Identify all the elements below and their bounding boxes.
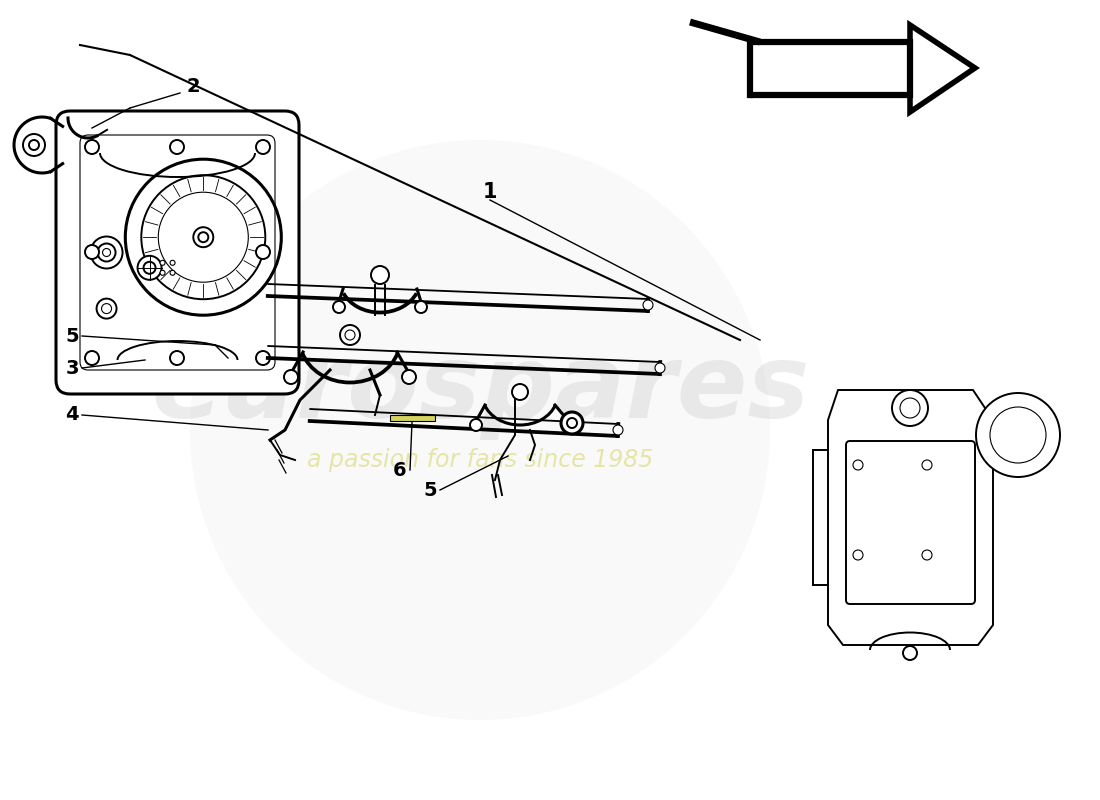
Circle shape: [161, 270, 165, 275]
Circle shape: [654, 363, 666, 373]
Circle shape: [170, 140, 184, 154]
Circle shape: [415, 301, 427, 313]
Circle shape: [256, 351, 270, 365]
FancyBboxPatch shape: [56, 111, 299, 394]
Circle shape: [141, 175, 265, 299]
Circle shape: [900, 398, 920, 418]
Text: 1: 1: [483, 182, 497, 202]
Circle shape: [333, 301, 345, 313]
Circle shape: [256, 140, 270, 154]
Circle shape: [470, 419, 482, 431]
Circle shape: [90, 237, 122, 269]
Text: 4: 4: [65, 406, 79, 425]
Text: eurospares: eurospares: [151, 339, 810, 441]
Circle shape: [161, 260, 165, 266]
Circle shape: [512, 384, 528, 400]
Polygon shape: [910, 25, 975, 112]
Circle shape: [170, 351, 184, 365]
Text: 5: 5: [65, 326, 79, 346]
Text: 2: 2: [186, 78, 200, 97]
Circle shape: [284, 370, 298, 384]
Bar: [390, 415, 435, 421]
Circle shape: [101, 304, 111, 314]
Polygon shape: [828, 390, 993, 645]
Circle shape: [158, 192, 249, 282]
Circle shape: [97, 298, 117, 318]
Circle shape: [190, 140, 770, 720]
Circle shape: [371, 266, 389, 284]
Circle shape: [990, 407, 1046, 463]
Circle shape: [644, 300, 653, 310]
Circle shape: [138, 256, 162, 280]
Circle shape: [194, 227, 213, 247]
Circle shape: [892, 390, 928, 426]
Circle shape: [85, 140, 99, 154]
Circle shape: [561, 412, 583, 434]
Circle shape: [613, 425, 623, 435]
Text: a passion for fans since 1985: a passion for fans since 1985: [307, 448, 653, 472]
Circle shape: [340, 325, 360, 345]
Text: 6: 6: [393, 461, 407, 479]
Circle shape: [198, 232, 208, 242]
Text: 3: 3: [65, 358, 79, 378]
Circle shape: [98, 243, 116, 262]
Text: 5: 5: [424, 481, 437, 499]
Circle shape: [402, 370, 416, 384]
Circle shape: [256, 245, 270, 259]
Polygon shape: [752, 44, 908, 93]
Circle shape: [170, 260, 175, 266]
Circle shape: [976, 393, 1060, 477]
Circle shape: [23, 134, 45, 156]
Circle shape: [345, 330, 355, 340]
Circle shape: [922, 460, 932, 470]
Circle shape: [566, 418, 578, 428]
Circle shape: [922, 550, 932, 560]
Circle shape: [125, 159, 282, 315]
Circle shape: [170, 270, 175, 275]
Circle shape: [852, 550, 864, 560]
Circle shape: [102, 249, 110, 257]
Circle shape: [85, 245, 99, 259]
Circle shape: [143, 262, 155, 274]
Circle shape: [29, 140, 38, 150]
Circle shape: [903, 646, 917, 660]
Circle shape: [85, 351, 99, 365]
Circle shape: [852, 460, 864, 470]
